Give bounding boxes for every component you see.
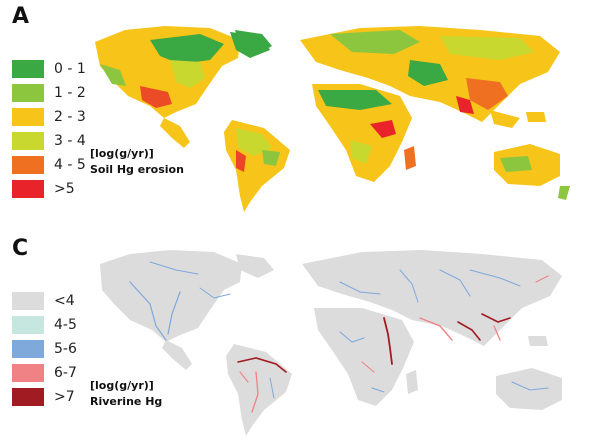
legend-label: 5-6 [54, 341, 77, 357]
legend-item: 4 - 5 [12, 156, 92, 180]
legend-title: Soil Hg erosion [90, 163, 184, 176]
riverine-hg-legend: <4 4-5 5-6 6-7 >7 [12, 292, 92, 412]
legend-label: 3 - 4 [54, 133, 86, 149]
riverine-hg-panel: C [0, 222, 598, 444]
legend-item: <4 [12, 292, 92, 316]
legend-item: 6-7 [12, 364, 92, 388]
legend-swatch [12, 108, 44, 126]
europe-asia-landmass [300, 26, 560, 128]
legend-item: 1 - 2 [12, 84, 92, 108]
greenland-landmass [235, 30, 272, 54]
legend-label: 4-5 [54, 317, 77, 333]
legend-swatch [12, 60, 44, 78]
legend-unit-caption: [log(g/yr)] Riverine Hg [90, 378, 162, 410]
south-america-landmass [224, 120, 290, 212]
legend-label: 1 - 2 [54, 85, 86, 101]
legend-label: <4 [54, 293, 75, 309]
australia-landmass [494, 144, 560, 186]
legend-item: 2 - 3 [12, 108, 92, 132]
soil-erosion-world-map [95, 26, 570, 212]
panel-label: A [12, 4, 30, 29]
legend-item: 4-5 [12, 316, 92, 340]
river-network [129, 261, 549, 413]
unit-label: [log(g/yr)] [90, 147, 154, 160]
legend-label: 4 - 5 [54, 157, 86, 173]
legend-label: 2 - 3 [54, 109, 86, 125]
legend-label: 0 - 1 [54, 61, 86, 77]
legend-item: 0 - 1 [12, 60, 92, 84]
legend-label: >5 [54, 181, 75, 197]
legend-label: 6-7 [54, 365, 77, 381]
soil-erosion-legend: 0 - 1 1 - 2 2 - 3 3 - 4 4 - 5 >5 [12, 60, 92, 204]
legend-swatch [12, 364, 44, 382]
legend-swatch [12, 156, 44, 174]
legend-swatch [12, 292, 44, 310]
legend-label: >7 [54, 389, 75, 405]
legend-swatch [12, 316, 44, 334]
legend-item: 5-6 [12, 340, 92, 364]
legend-item: >5 [12, 180, 92, 204]
islands-landmass [404, 112, 570, 200]
legend-swatch [12, 132, 44, 150]
soil-hg-erosion-panel: A [12, 4, 570, 212]
legend-unit-caption: [log(g/yr)] Soil Hg erosion [90, 146, 184, 178]
legend-swatch [12, 340, 44, 358]
legend-swatch [12, 84, 44, 102]
africa-landmass [312, 84, 412, 182]
land-background [100, 250, 562, 436]
unit-label: [log(g/yr)] [90, 379, 154, 392]
legend-item: >7 [12, 388, 92, 412]
legend-swatch [12, 388, 44, 406]
riverine-world-map [100, 250, 562, 436]
legend-swatch [12, 180, 44, 198]
legend-title: Riverine Hg [90, 395, 163, 408]
legend-item: 3 - 4 [12, 132, 92, 156]
panel-label: C [12, 236, 29, 261]
